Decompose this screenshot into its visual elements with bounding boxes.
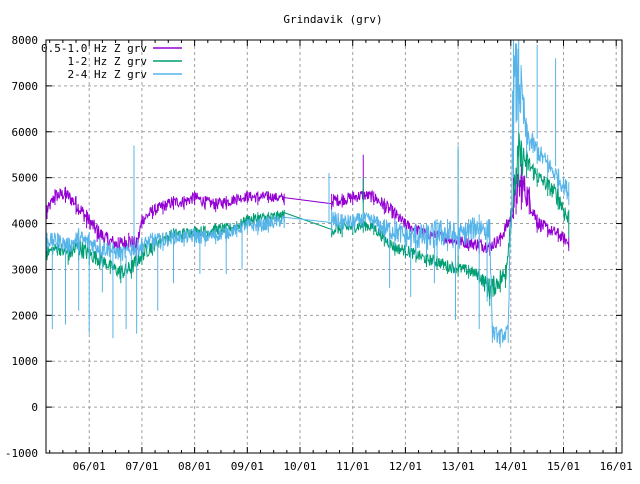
legend-label-2: 2-4 Hz Z grv bbox=[68, 68, 148, 81]
y-tick-label: 8000 bbox=[12, 34, 39, 47]
x-tick-label: 16/01 bbox=[600, 460, 633, 473]
y-tick-label: -1000 bbox=[5, 447, 38, 460]
x-tick-label: 14/01 bbox=[494, 460, 527, 473]
x-tick-label: 07/01 bbox=[125, 460, 158, 473]
x-tick-label: 10/01 bbox=[283, 460, 316, 473]
legend-label-1: 1-2 Hz Z grv bbox=[68, 55, 148, 68]
y-tick-label: 3000 bbox=[12, 263, 39, 276]
y-tick-label: 7000 bbox=[12, 80, 39, 93]
series-2 bbox=[46, 40, 570, 348]
y-tick-label: 1000 bbox=[12, 355, 39, 368]
x-tick-label: 09/01 bbox=[231, 460, 264, 473]
x-tick-label: 06/01 bbox=[73, 460, 106, 473]
y-tick-label: 2000 bbox=[12, 309, 39, 322]
legend: 0.5-1.0 Hz Z grv 1-2 Hz Z grv 2-4 Hz Z g… bbox=[41, 42, 182, 81]
y-tick-label: 6000 bbox=[12, 126, 39, 139]
y-tick-label: 5000 bbox=[12, 172, 39, 185]
x-tick-label: 11/01 bbox=[336, 460, 369, 473]
x-tick-label: 15/01 bbox=[547, 460, 580, 473]
legend-label-0: 0.5-1.0 Hz Z grv bbox=[41, 42, 147, 55]
y-tick-label: 4000 bbox=[12, 218, 39, 231]
x-tick-label: 12/01 bbox=[389, 460, 422, 473]
x-tick-label: 08/01 bbox=[178, 460, 211, 473]
chart-title: Grindavik (grv) bbox=[283, 13, 382, 26]
plot-border bbox=[45, 39, 623, 454]
x-tick-label: 13/01 bbox=[442, 460, 475, 473]
plot-series bbox=[46, 40, 570, 348]
y-tick-label: 0 bbox=[31, 401, 38, 414]
